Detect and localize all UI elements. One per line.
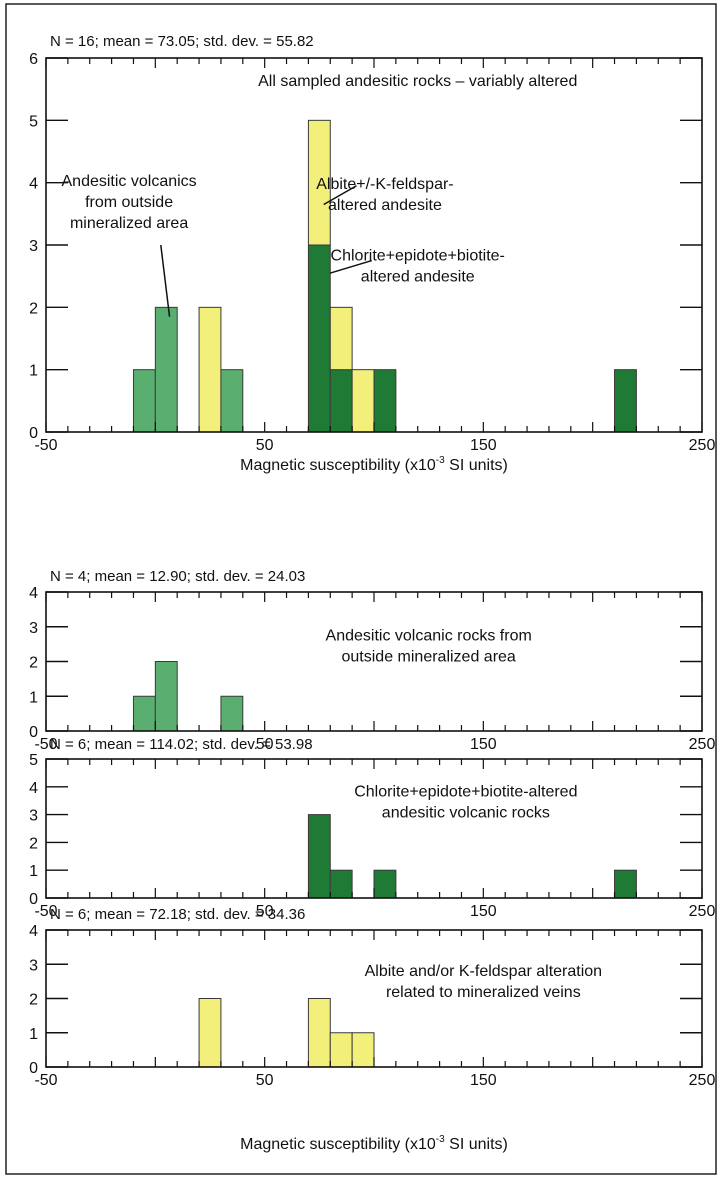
panel-title: N = 6; mean = 114.02; std. dev. = 53.98 <box>50 736 313 753</box>
annotation-label: altered andesite <box>328 197 442 214</box>
x-tick-label: 250 <box>689 437 716 454</box>
histogram-bar-dark-green <box>373 869 397 899</box>
annotation-pointer <box>160 244 171 317</box>
histogram-bar-medium-green <box>220 695 244 732</box>
annotation-label: Andesitic volcanics <box>62 173 197 190</box>
y-tick-label: 3 <box>29 620 38 637</box>
y-tick-label: 2 <box>29 300 38 317</box>
y-tick-label: 4 <box>29 585 38 602</box>
x-tick-label: 50 <box>256 1072 274 1089</box>
panel-title: N = 4; mean = 12.90; std. dev. = 24.03 <box>50 568 305 585</box>
x-tick-label: 150 <box>470 903 497 920</box>
x-axis-label-main: Magnetic susceptibility (x10 <box>240 457 436 474</box>
x-tick-label: 50 <box>256 437 274 454</box>
y-tick-label: 1 <box>29 863 38 880</box>
histogram-bar-medium-green <box>220 369 244 433</box>
y-tick-label: 5 <box>29 752 38 769</box>
histogram-bar-dark-green <box>307 244 331 433</box>
annotation-label: Chlorite+epidote+biotite-altered <box>354 784 577 801</box>
x-tick-label: 150 <box>470 736 497 753</box>
annotation-label: mineralized area <box>70 215 188 232</box>
annotation-pointer <box>330 259 373 274</box>
histogram-bar-yellow <box>351 1032 375 1068</box>
figure-border <box>5 3 717 1175</box>
x-tick-label: -50 <box>34 736 57 753</box>
annotation-label: All sampled andesitic rocks – variably a… <box>258 73 577 90</box>
x-tick-label: -50 <box>34 903 57 920</box>
x-tick-label: -50 <box>34 1072 57 1089</box>
histogram-bar-dark-green <box>614 869 637 899</box>
x-axis-label-units: SI units) <box>445 457 508 474</box>
y-tick-label: 0 <box>29 724 38 741</box>
x-tick-label: -50 <box>34 437 57 454</box>
y-tick-label: 0 <box>29 425 38 442</box>
x-tick-label: 250 <box>689 736 716 753</box>
annotation-label: Albite+/-K-feldspar- <box>316 176 453 193</box>
y-tick-label: 4 <box>29 780 38 797</box>
histogram-panel-all-andesites: N = 16; mean = 73.05; std. dev. = 55.82 -… <box>29 33 715 474</box>
histogram-panel-chlorite-altered: N = 6; mean = 114.02; std. dev. = 53.98-… <box>29 736 715 920</box>
annotation-label: related to mineralized veins <box>386 984 581 1001</box>
annotation-label: Chlorite+epidote+biotite- <box>331 248 505 265</box>
y-tick-label: 3 <box>29 238 38 255</box>
panel-title: N = 6; mean = 72.18; std. dev. = 34.36 <box>50 906 305 923</box>
y-tick-label: 3 <box>29 957 38 974</box>
y-tick-label: 0 <box>29 1060 38 1077</box>
annotation-label: altered andesite <box>361 269 475 286</box>
histogram-bar-yellow <box>307 119 331 246</box>
y-tick-label: 4 <box>29 923 38 940</box>
x-tick-label: 50 <box>256 903 274 920</box>
histogram-bar-medium-green <box>132 695 156 732</box>
annotation-label: from outside <box>85 194 173 211</box>
y-tick-label: 0 <box>29 891 38 908</box>
histogram-bar-yellow <box>329 1032 353 1068</box>
y-tick-label: 1 <box>29 363 38 380</box>
histogram-bar-yellow <box>198 306 222 433</box>
panel-title: N = 16; mean = 73.05; std. dev. = 55.82 <box>50 33 314 50</box>
y-tick-label: 2 <box>29 992 38 1009</box>
x-axis-label-main: Magnetic susceptibility (x10 <box>240 1136 436 1153</box>
histogram-bar-yellow <box>307 998 331 1068</box>
y-tick-label: 2 <box>29 835 38 852</box>
y-tick-label: 2 <box>29 655 38 672</box>
annotation-label: andesitic volcanic rocks <box>382 805 550 822</box>
annotation-label: outside mineralized area <box>342 649 516 666</box>
annotation-label: Albite and/or K-feldspar alteration <box>365 963 602 980</box>
x-axis-label-exponent: -3 <box>436 1134 445 1145</box>
histogram-bar-yellow <box>198 998 222 1068</box>
y-tick-label: 3 <box>29 808 38 825</box>
y-tick-label: 4 <box>29 176 38 193</box>
x-axis-label-units: SI units) <box>445 1136 508 1153</box>
histogram-bar-dark-green <box>307 814 331 899</box>
y-tick-label: 5 <box>29 113 38 130</box>
histogram-bar-dark-green <box>373 369 397 433</box>
x-tick-label: 50 <box>256 736 274 753</box>
histogram-bar-dark-green <box>329 869 353 899</box>
histogram-bar-dark-green <box>614 369 637 433</box>
histogram-bar-dark-green <box>329 369 353 433</box>
x-tick-label: 150 <box>470 437 497 454</box>
histogram-bar-medium-green <box>154 661 178 732</box>
annotation-label: Andesitic volcanic rocks from <box>326 628 532 645</box>
histogram-panel-albite-altered: N = 6; mean = 72.18; std. dev. = 34.36-5… <box>29 906 715 1153</box>
x-tick-label: 150 <box>470 1072 497 1089</box>
histogram-bar-medium-green <box>154 306 178 433</box>
x-tick-label: 250 <box>689 903 716 920</box>
y-tick-label: 6 <box>29 51 38 68</box>
histogram-bar-yellow <box>329 306 353 371</box>
y-tick-label: 1 <box>29 1026 38 1043</box>
x-axis-label: Magnetic susceptibility (x10-3 SI units) <box>240 455 508 474</box>
histogram-bar-yellow <box>351 369 375 433</box>
x-axis-label: Magnetic susceptibility (x10-3 SI units) <box>240 1134 508 1153</box>
x-axis-label-exponent: -3 <box>436 455 445 466</box>
y-tick-label: 1 <box>29 689 38 706</box>
x-tick-label: 250 <box>689 1072 716 1089</box>
histogram-panel-outside-area: N = 4; mean = 12.90; std. dev. = 24.03 -5… <box>29 568 715 753</box>
histogram-bar-medium-green <box>132 369 156 433</box>
annotation-pointer <box>323 185 357 206</box>
